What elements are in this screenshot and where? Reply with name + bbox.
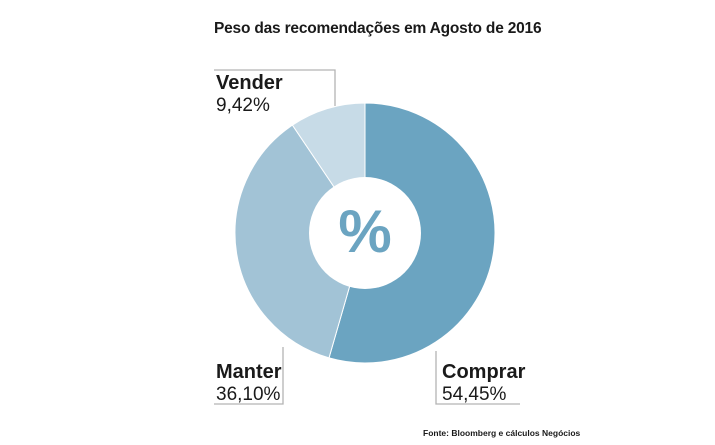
- leader-line-comprar: [435, 351, 520, 405]
- slice-label-comprar: Comprar 54,45%: [442, 362, 525, 404]
- slice-name-comprar: Comprar: [442, 361, 526, 383]
- chart-title: Peso das recomendações em Agosto de 2016: [214, 20, 542, 37]
- center-hole: [309, 177, 421, 289]
- center-symbol: %: [338, 198, 391, 265]
- slice-label-vender: Vender 9,42%: [216, 73, 283, 115]
- slice-value-comprar: 54,45%: [442, 384, 507, 405]
- slice-name-vender: Vender: [216, 72, 283, 94]
- leader-line-vender: [214, 69, 336, 106]
- leader-line-manter: [214, 347, 284, 405]
- source-note: Fonte: Bloomberg e cálculos Negócios: [423, 428, 581, 438]
- slice-label-manter: Manter 36,10%: [216, 362, 282, 404]
- slice-value-manter: 36,10%: [216, 384, 281, 405]
- pie-slice-manter: [234, 124, 366, 359]
- slice-value-vender: 9,42%: [216, 95, 270, 116]
- slice-name-manter: Manter: [216, 361, 282, 383]
